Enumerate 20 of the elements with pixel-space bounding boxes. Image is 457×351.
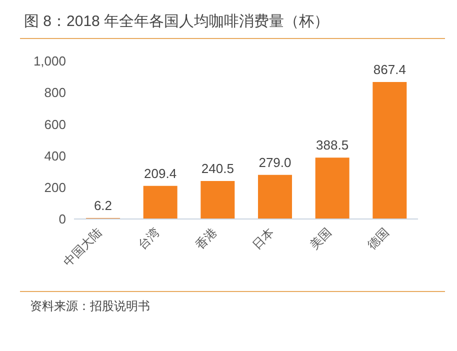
y-tick-label: 800 — [44, 85, 66, 100]
data-label: 6.2 — [94, 198, 112, 214]
data-label: 240.5 — [201, 161, 234, 176]
y-tick-label: 600 — [44, 116, 66, 132]
x-tick-label: 台湾 — [135, 225, 162, 252]
chart-title: 图 8：2018 年全年各国人均咖啡消费量（杯） — [23, 12, 330, 32]
y-tick-label: 0 — [58, 212, 66, 227]
text: 资料来源：招股说明书 — [29, 298, 151, 315]
y-tick-label: 400 — [44, 148, 66, 164]
x-tick-label: 日本 — [250, 225, 277, 252]
y-tick-label: 1,000 — [33, 54, 66, 69]
data-label: 279.0 — [258, 154, 292, 170]
data-label: 867.4 — [373, 62, 406, 77]
x-tick-label: 中国大陆 — [60, 225, 105, 270]
y-tick-label: 200 — [44, 180, 66, 196]
x-tick-label: 德国 — [364, 225, 392, 252]
data-label: 209.4 — [144, 166, 177, 181]
x-tick-label: 香港 — [192, 225, 220, 252]
x-tick-label: 美国 — [307, 225, 334, 252]
data-label: 388.5 — [316, 138, 349, 153]
